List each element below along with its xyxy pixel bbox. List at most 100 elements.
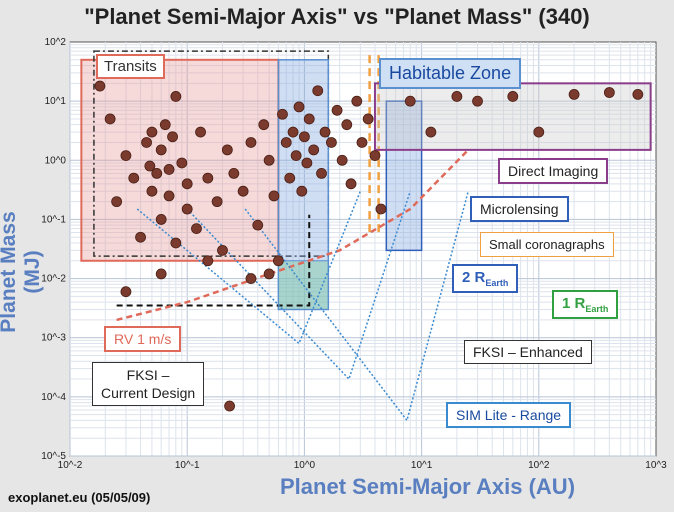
planet-point [351, 95, 363, 107]
y-tick-label: 10^2 [45, 37, 67, 48]
planet-point [284, 172, 296, 184]
source-label: exoplanet.eu (05/05/09) [8, 490, 151, 505]
planet-point [272, 255, 284, 267]
planet-point [263, 154, 275, 166]
planet-point [568, 89, 580, 100]
planet-point [146, 185, 158, 197]
y-tick-label: 10^-1 [41, 214, 66, 225]
planet-point [245, 273, 257, 284]
planet-point [280, 137, 292, 148]
habitable-zone-label: Habitable Zone [379, 58, 522, 89]
planet-point [176, 157, 188, 169]
planet-point [217, 244, 228, 256]
y-tick-label: 10^-4 [41, 392, 66, 403]
planet-point [252, 219, 264, 231]
planet-point [296, 185, 308, 197]
planet-point [111, 196, 123, 208]
planet-point [326, 137, 337, 148]
planet-point [163, 164, 175, 175]
planet-point [298, 131, 310, 143]
two-r-earth-main: 2 R [462, 269, 486, 286]
planet-point [277, 108, 288, 120]
x-tick-label: 10^1 [411, 460, 433, 471]
fksi-enhanced-label: FKSI – Enhanced [464, 340, 592, 364]
planet-point [319, 126, 331, 138]
small-coronagraphs-label: Small coronagraphs [480, 232, 614, 257]
planet-point [167, 131, 178, 143]
habitable-zone-region [277, 59, 330, 311]
planet-point [331, 104, 343, 116]
planet-point [151, 168, 163, 179]
planet-point [163, 190, 175, 202]
planet-point [258, 119, 270, 131]
planet-point [345, 178, 357, 190]
planet-point [425, 126, 437, 138]
planet-point [94, 80, 106, 92]
fksi-current-line2: Current Design [101, 385, 196, 401]
detection-regions [80, 50, 652, 423]
planet-point [316, 168, 327, 179]
planet-point [170, 91, 182, 102]
y-tick-label: 10^-3 [41, 333, 66, 344]
planet-point [362, 113, 374, 125]
y-axis-label: Planet Mass (MJ) [0, 211, 44, 333]
planet-point [356, 137, 368, 148]
planet-point [181, 178, 193, 190]
planet-point [293, 101, 305, 113]
data-points [94, 80, 644, 412]
rv-sensitivity-curve [116, 148, 470, 322]
planet-point [202, 255, 214, 267]
planet-point [237, 185, 249, 197]
planet-point [341, 119, 353, 131]
planet-point [533, 126, 545, 138]
x-tick-label: 10^3 [645, 460, 667, 471]
planet-point [159, 119, 171, 131]
planet-point [472, 95, 483, 107]
one-r-earth-main: 1 R [562, 295, 586, 312]
planet-point [375, 203, 387, 215]
planet-point [336, 154, 348, 166]
planet-point [128, 172, 140, 184]
planet-point [202, 172, 214, 184]
planet-point [308, 144, 320, 156]
planet-point [603, 87, 615, 98]
planet-point [451, 91, 463, 102]
planet-point [120, 150, 132, 162]
x-tick-label: 10^0 [294, 460, 316, 471]
planet-point [301, 157, 313, 169]
planet-point [228, 168, 240, 179]
planet-point [211, 196, 223, 208]
planet-point [155, 144, 167, 156]
tick-labels: 10^-2 10^-1 10^0 10^1 10^2 10^3 10^2 10^1 10^0 10… [41, 37, 667, 471]
planet-point [120, 286, 132, 298]
microlensing-label: Microlensing [470, 196, 569, 222]
planet-point [146, 126, 158, 138]
two-r-earth-label: 2 REarth [452, 264, 519, 293]
y-tick-label: 10^-5 [41, 451, 66, 462]
planet-point [221, 144, 233, 156]
planet-point [369, 150, 381, 162]
y-tick-label: 10^1 [45, 96, 67, 107]
planet-point [507, 91, 519, 102]
planet-point [191, 223, 202, 234]
planet-point [170, 237, 182, 249]
x-axis-label: Planet Semi-Major Axis (AU) [280, 474, 576, 499]
habitable-zone-earth-region [277, 260, 329, 310]
planet-point [155, 268, 167, 280]
x-tick-label: 10^-2 [58, 460, 83, 471]
planet-point [290, 150, 302, 162]
planet-point [245, 137, 257, 148]
direct-imaging-label: Direct Imaging [498, 158, 609, 184]
planet-point [141, 137, 152, 148]
chart-title: "Planet Semi-Major Axis" vs "Planet Mass… [84, 4, 590, 29]
one-r-earth-sub: Earth [585, 304, 609, 314]
fksi-current-label: FKSI – Current Design [92, 362, 205, 406]
planet-point [312, 85, 324, 97]
planet-point [404, 95, 416, 107]
planet-point [135, 231, 146, 243]
planet-point [287, 126, 299, 138]
planet-point [224, 400, 235, 412]
x-tick-label: 10^2 [528, 460, 550, 471]
microlensing-region [385, 100, 423, 252]
